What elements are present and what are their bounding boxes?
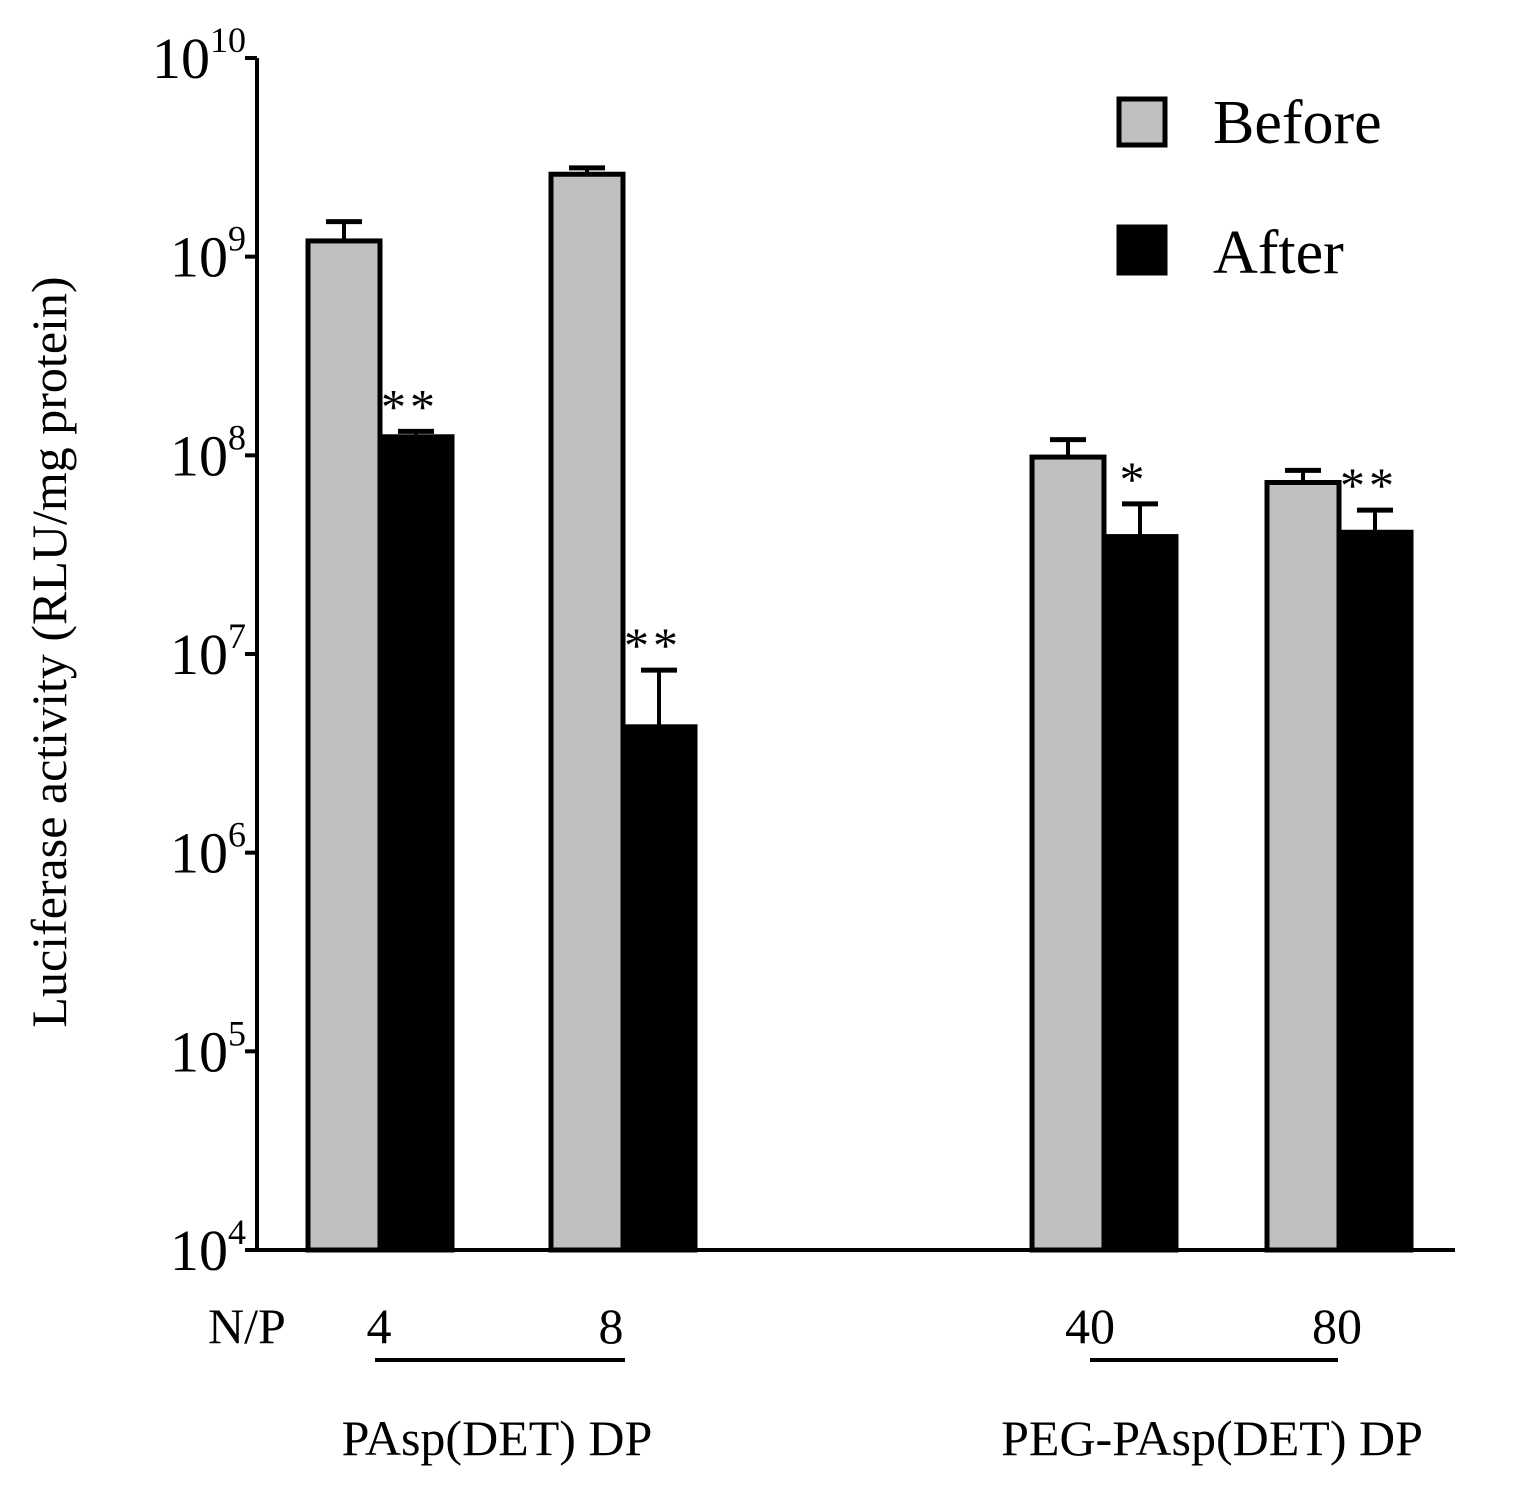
error-bars	[326, 165, 1393, 727]
group-label: PAsp(DET) DP	[342, 1410, 653, 1466]
y-ticks: 104 105 106 107 108 109 1010	[152, 20, 257, 1283]
x-category-label: 80	[1312, 1298, 1362, 1354]
legend-swatch-after	[1116, 224, 1168, 276]
y-tick-label: 107	[170, 616, 246, 687]
x-category-label: 4	[367, 1298, 392, 1354]
legend-label-before: Before	[1213, 89, 1382, 157]
bar-after-40	[1101, 534, 1179, 1253]
y-tick-label: 105	[170, 1013, 246, 1084]
y-tick-label: 106	[170, 815, 246, 886]
bar-before-80	[1264, 479, 1342, 1253]
y-tick-label: 1010	[152, 20, 246, 91]
legend-swatch-before	[1116, 96, 1168, 148]
bar-after-8	[620, 724, 698, 1253]
bar-before-40	[1029, 454, 1107, 1253]
x-labels: N/P 4 8 40 80 PAsp(DET) DP PEG-PAsp(DET) DP	[208, 1298, 1423, 1466]
bar-before-4	[305, 238, 383, 1253]
y-axis-title: Luciferase activity (RLU/mg protein)	[21, 276, 77, 1027]
x-category-label: 40	[1065, 1298, 1115, 1354]
legend: Before After	[1116, 89, 1382, 287]
bars	[305, 171, 1414, 1253]
x-prefix-label: N/P	[208, 1298, 286, 1354]
significance-40: *	[1120, 451, 1149, 507]
group-label: PEG-PAsp(DET) DP	[1001, 1410, 1423, 1466]
legend-label-after: After	[1213, 219, 1344, 287]
bar-before-8	[548, 171, 626, 1253]
significance-80: **	[1340, 457, 1398, 513]
bar-after-4	[377, 434, 455, 1253]
significance-8: **	[624, 617, 682, 673]
significance-4: **	[381, 378, 439, 434]
y-tick-label: 108	[170, 417, 246, 488]
bar-after-80	[1336, 529, 1414, 1253]
y-tick-label: 109	[170, 219, 246, 290]
significance-marks: ***** **	[381, 378, 1398, 673]
x-category-label: 8	[599, 1298, 624, 1354]
y-tick-label: 104	[170, 1212, 246, 1283]
